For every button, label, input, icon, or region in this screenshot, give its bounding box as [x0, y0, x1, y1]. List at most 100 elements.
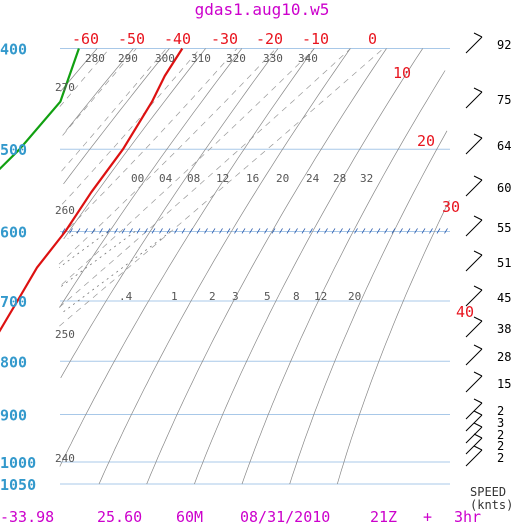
pressure-label: 800 — [0, 353, 27, 371]
hatch-mark — [99, 228, 103, 234]
wind-barb-flag — [473, 250, 483, 256]
wind-speed: 2 — [497, 439, 504, 453]
hatch-mark — [121, 228, 126, 234]
moist-label: 16 — [246, 172, 259, 185]
hatch-mark — [219, 228, 223, 234]
wind-speed: 75 — [497, 93, 511, 107]
hatch-mark — [174, 228, 178, 234]
hatch-mark — [114, 228, 118, 234]
hatch-mark — [76, 228, 81, 234]
wind-barb-flag — [473, 422, 483, 428]
mixing-ratio-label: 5 — [264, 290, 271, 303]
footer-hour: 21Z — [370, 508, 397, 526]
top-temp-label: -30 — [211, 30, 238, 48]
theta-label: 290 — [118, 52, 138, 65]
moist-label: 00 — [131, 172, 144, 185]
hatch-mark — [256, 228, 261, 234]
wind-barb — [465, 137, 483, 155]
hatch-mark — [399, 228, 403, 234]
temperature-profile — [0, 47, 184, 333]
hatch-mark — [376, 228, 381, 234]
dry-adiabat — [59, 48, 315, 467]
hatch-mark — [189, 228, 193, 234]
mixing-ratio-label: 12 — [314, 290, 327, 303]
wind-speed: 3 — [497, 416, 504, 430]
mixing-ratio-label: .4 — [119, 290, 133, 303]
wind-barb-flag — [473, 371, 483, 377]
wind-barb-flag — [473, 410, 483, 416]
theta-label-left: 250 — [55, 328, 75, 341]
hatch-mark — [324, 228, 328, 234]
footer-date: 08/31/2010 — [240, 508, 330, 526]
pressure-label: 400 — [0, 41, 27, 59]
wind-barb — [465, 449, 483, 467]
footer-fcst: 3hr — [454, 508, 481, 526]
top-temp-label: -60 — [72, 30, 99, 48]
dry-adiabat — [98, 48, 351, 485]
plot-frame — [60, 49, 450, 485]
hatch-mark — [69, 228, 73, 234]
hatch-mark — [421, 228, 426, 234]
mixing-ratio-label: 1 — [171, 290, 178, 303]
mixing-ratio-lines — [58, 231, 172, 315]
wind-speed: 15 — [497, 377, 511, 391]
theta-label: 310 — [191, 52, 211, 65]
hatch-mark — [166, 228, 171, 234]
theta-label: 320 — [226, 52, 246, 65]
moist-adiabat — [58, 48, 277, 265]
footer-elev: 60M — [176, 508, 203, 526]
wind-speed: 64 — [497, 139, 511, 153]
wind-speed: 28 — [497, 350, 511, 364]
wind-barb-flag — [473, 285, 483, 291]
moist-label: 12 — [216, 172, 229, 185]
chart-title: gdas1.aug10.w5 — [195, 0, 330, 19]
wind-barb-flag — [473, 398, 483, 404]
dry-adiabat — [146, 48, 387, 485]
freezing-level-hatch — [61, 228, 448, 234]
hatch-mark — [249, 228, 253, 234]
theta-label: 330 — [263, 52, 283, 65]
hatch-mark — [151, 228, 156, 234]
hatch-mark — [234, 228, 238, 234]
hatch-mark — [414, 228, 418, 234]
wind-barb — [465, 36, 483, 54]
wind-header: SPEED — [470, 485, 506, 499]
mixing-ratio-label: 3 — [232, 290, 239, 303]
moist-adiabat — [61, 48, 167, 172]
wind-speed: 2 — [497, 428, 504, 442]
top-temp-label: 0 — [368, 30, 377, 48]
wind-barb — [465, 179, 483, 197]
dewpoint-profile — [0, 48, 80, 171]
wind-barb-flag — [473, 133, 483, 139]
pressure-label: 1050 — [0, 476, 36, 494]
hatch-mark — [294, 228, 298, 234]
hatch-mark — [406, 228, 411, 234]
pressure-label: 900 — [0, 406, 27, 424]
mixing-ratio-label: 20 — [348, 290, 361, 303]
wind-barb-flag — [473, 316, 483, 322]
dry-adiabat — [65, 48, 134, 132]
wind-barb-flag — [473, 32, 483, 38]
wind-barb — [465, 289, 483, 307]
wind-barb — [465, 219, 483, 237]
right-temp-label: 30 — [442, 198, 460, 216]
wind-barb — [465, 91, 483, 109]
hatch-mark — [369, 228, 373, 234]
moist-label: 04 — [159, 172, 173, 185]
hatch-mark — [91, 228, 96, 234]
hatch-mark — [61, 228, 66, 234]
moist-label: 20 — [276, 172, 289, 185]
hatch-mark — [159, 228, 163, 234]
wind-speed: 60 — [497, 181, 511, 195]
hatch-mark — [211, 228, 216, 234]
isobar-lines — [60, 48, 450, 485]
mixing-ratio-line — [58, 231, 136, 289]
wind-speed: 2 — [497, 404, 504, 418]
wind-barb-flag — [473, 433, 483, 439]
wind-barb-flag — [473, 445, 483, 451]
wind-barb — [465, 348, 483, 366]
mixing-ratio-label: 2 — [209, 290, 216, 303]
